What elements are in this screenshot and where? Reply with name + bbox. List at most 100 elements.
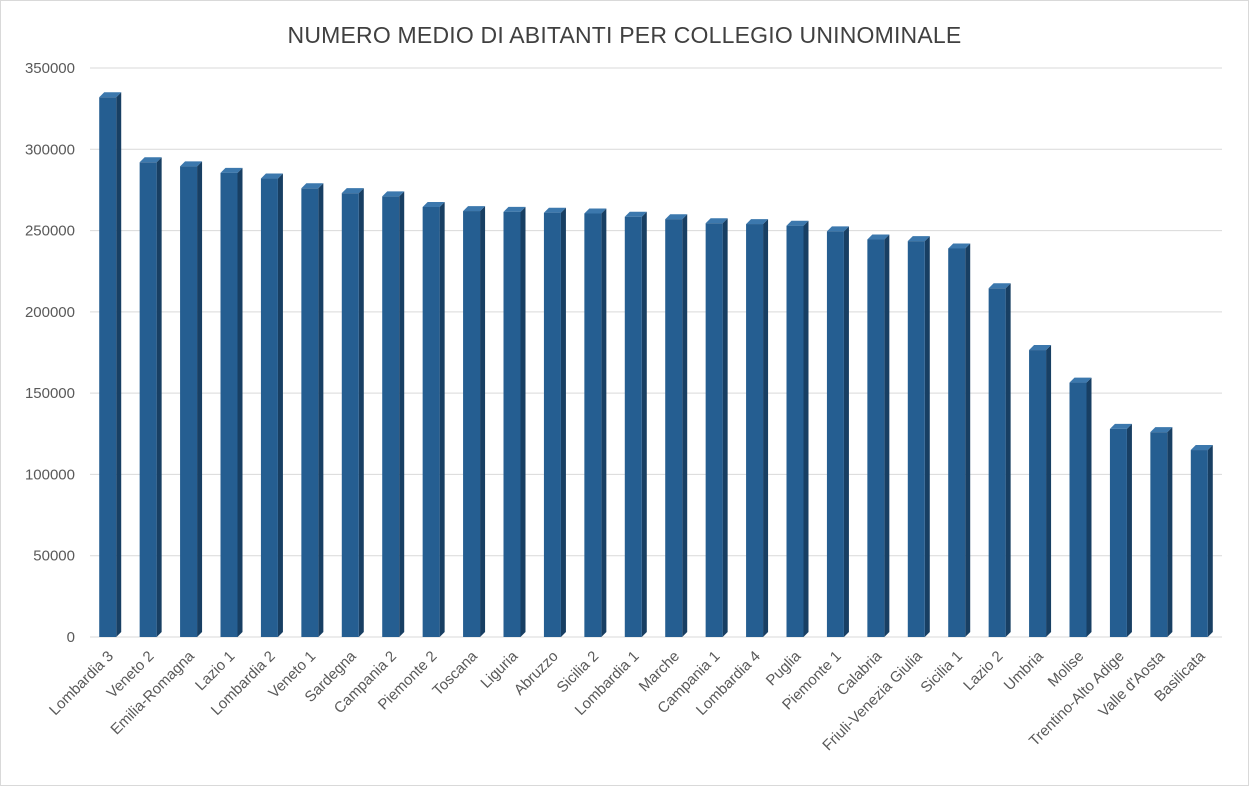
bar-side — [1126, 423, 1132, 637]
bar-top — [867, 234, 890, 240]
bar-top — [99, 92, 122, 98]
bar-front — [1069, 382, 1087, 637]
bar-side — [197, 161, 203, 637]
bar — [543, 207, 566, 637]
bar — [665, 214, 688, 638]
bar — [867, 234, 890, 637]
bar-top — [1029, 345, 1052, 351]
bar-top — [786, 220, 809, 226]
bar — [948, 243, 971, 637]
bar-side — [803, 220, 809, 638]
bar-front — [1109, 428, 1127, 637]
bar — [705, 218, 728, 637]
bar — [1109, 423, 1132, 637]
bar-side — [237, 167, 243, 637]
y-tick-label: 50000 — [33, 548, 75, 565]
bar-front — [260, 178, 278, 637]
bar-front — [786, 225, 804, 638]
bar-side — [965, 243, 971, 637]
bar-top — [1109, 423, 1132, 429]
bar — [786, 220, 809, 638]
bar-side — [399, 191, 405, 637]
bar-front — [382, 196, 400, 637]
y-tick-label: 200000 — [25, 304, 75, 321]
bar-front — [463, 211, 481, 637]
bar-front — [543, 212, 561, 637]
bar-side — [924, 236, 930, 638]
bar-side — [156, 157, 162, 637]
bar — [1150, 427, 1173, 637]
y-tick-label: 100000 — [25, 466, 75, 483]
bar — [220, 167, 243, 637]
bar-front — [988, 288, 1006, 637]
bar — [624, 211, 647, 637]
bar — [1190, 445, 1213, 637]
bar — [139, 157, 162, 637]
bar-front — [1029, 350, 1047, 637]
bar-side — [884, 234, 890, 637]
bar-top — [463, 206, 486, 212]
bar — [422, 201, 445, 637]
bar-front — [584, 213, 602, 637]
gridlines — [90, 67, 1222, 638]
bar-front — [180, 166, 198, 637]
bar-top — [139, 157, 162, 163]
y-tick-label: 350000 — [25, 60, 75, 77]
bar-side — [763, 219, 769, 637]
bar-top — [988, 283, 1011, 289]
bar-top — [1150, 427, 1173, 433]
bar — [907, 236, 930, 638]
bar-side — [277, 173, 283, 637]
bar-front — [341, 193, 359, 637]
bar-side — [520, 206, 526, 637]
bar — [301, 183, 324, 637]
bar-side — [1086, 377, 1092, 637]
bar-front — [1190, 450, 1208, 637]
bar — [826, 226, 849, 638]
bar-front — [867, 239, 885, 637]
bar-top — [382, 191, 405, 197]
bar — [99, 92, 122, 637]
bar-top — [301, 183, 324, 189]
x-tick-label: Toscana — [429, 647, 481, 699]
bar-front — [1150, 432, 1168, 637]
bar-side — [601, 208, 607, 637]
bar-side — [439, 201, 445, 637]
bar-side — [318, 183, 324, 637]
bar-front — [948, 248, 966, 637]
bar-front — [826, 231, 844, 638]
bar-top — [1190, 445, 1213, 451]
bar-top — [220, 167, 243, 173]
bar-top — [180, 161, 203, 167]
bar — [746, 219, 769, 637]
x-tick-label: Lombardia 3 — [46, 648, 117, 719]
bar-side — [1046, 345, 1052, 637]
bar-side — [1207, 445, 1213, 637]
x-tick-label: Sicilia 1 — [917, 648, 966, 697]
bar-top — [584, 208, 607, 214]
bar — [180, 161, 203, 637]
bar-side — [480, 206, 486, 637]
bar-side — [843, 226, 849, 638]
bar-top — [543, 207, 566, 213]
bar-side — [682, 214, 688, 638]
x-tick-label: Lazio 2 — [960, 648, 1006, 694]
bar — [1069, 377, 1092, 637]
bar-side — [641, 211, 647, 637]
bar-front — [624, 216, 642, 637]
bar-side — [116, 92, 122, 637]
bars — [99, 92, 1213, 638]
bar-side — [1167, 427, 1173, 637]
bar-side — [358, 188, 364, 637]
x-tick-label: Umbria — [1001, 647, 1048, 694]
chart-title: NUMERO MEDIO DI ABITANTI PER COLLEGIO UN… — [287, 22, 962, 48]
bar-front — [746, 224, 764, 637]
x-tick-label: Abruzzo — [511, 648, 562, 699]
bar-top — [665, 214, 688, 220]
y-tick-label: 250000 — [25, 223, 75, 240]
bar-top — [1069, 377, 1092, 383]
bar — [260, 173, 283, 637]
y-axis-ticks: 0 50000 100000 150000 200000 250000 300000 3500… — [25, 60, 75, 646]
bar-top — [341, 188, 364, 194]
